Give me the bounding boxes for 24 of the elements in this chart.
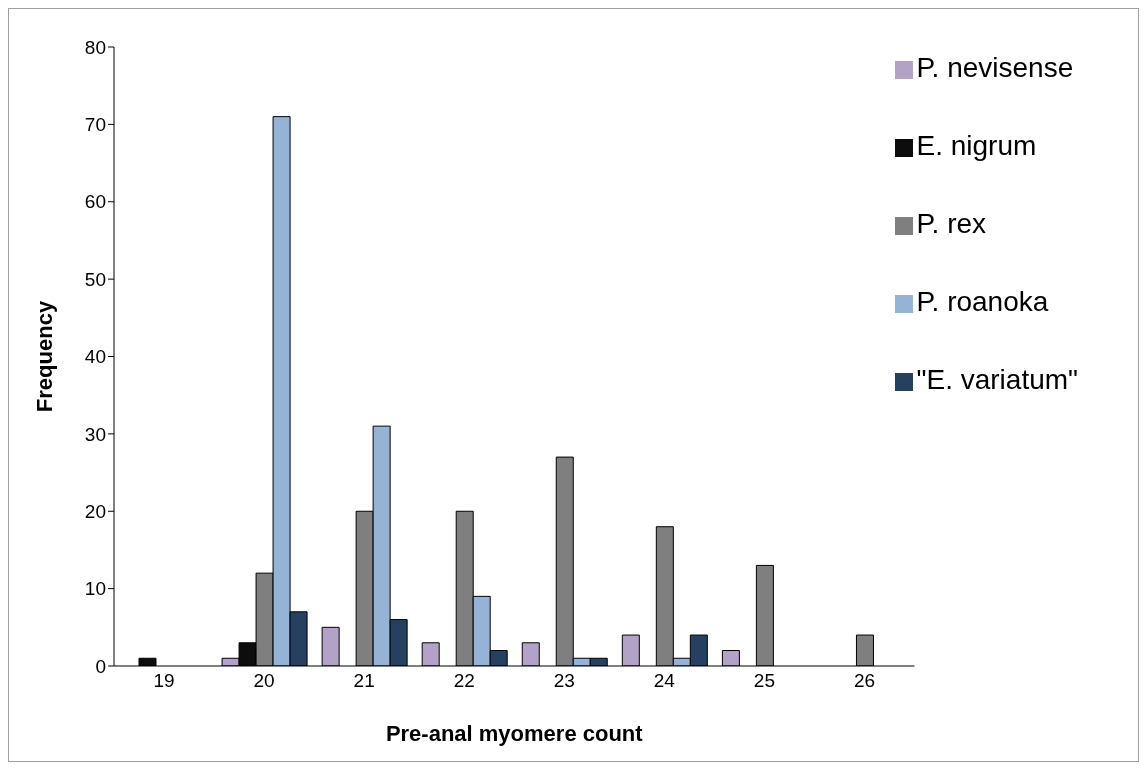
x-tick-label: 19 [153, 670, 175, 692]
legend-label: P. nevisense [916, 52, 1074, 83]
x-tick-label: 26 [853, 670, 876, 692]
y-tick-label: 30 [84, 423, 106, 445]
y-tick-label: 60 [84, 191, 106, 213]
x-tick-label: 23 [553, 670, 575, 692]
x-tick-label: 24 [653, 670, 676, 692]
legend-label: "E. variatum" [916, 364, 1078, 395]
x-tick-label: 22 [453, 670, 475, 692]
x-tick-label: 21 [353, 670, 375, 692]
legend-label: P. rex [916, 208, 987, 239]
x-tick-label: 25 [753, 670, 775, 692]
x-axis-title: Pre-anal myomere count [385, 721, 644, 746]
y-tick-label: 40 [84, 346, 106, 368]
y-axis-title: Frequency [31, 300, 57, 413]
legend-label: E. nigrum [916, 130, 1037, 161]
y-tick-label: 80 [84, 36, 106, 58]
y-tick-label: 0 [95, 655, 106, 677]
y-tick-label: 50 [84, 268, 106, 290]
y-tick-label: 70 [84, 114, 106, 136]
y-tick-label: 10 [84, 578, 106, 600]
x-tick-label: 20 [253, 670, 275, 692]
legend-label: P. roanoka [916, 286, 1049, 317]
y-tick-label: 20 [84, 500, 106, 522]
